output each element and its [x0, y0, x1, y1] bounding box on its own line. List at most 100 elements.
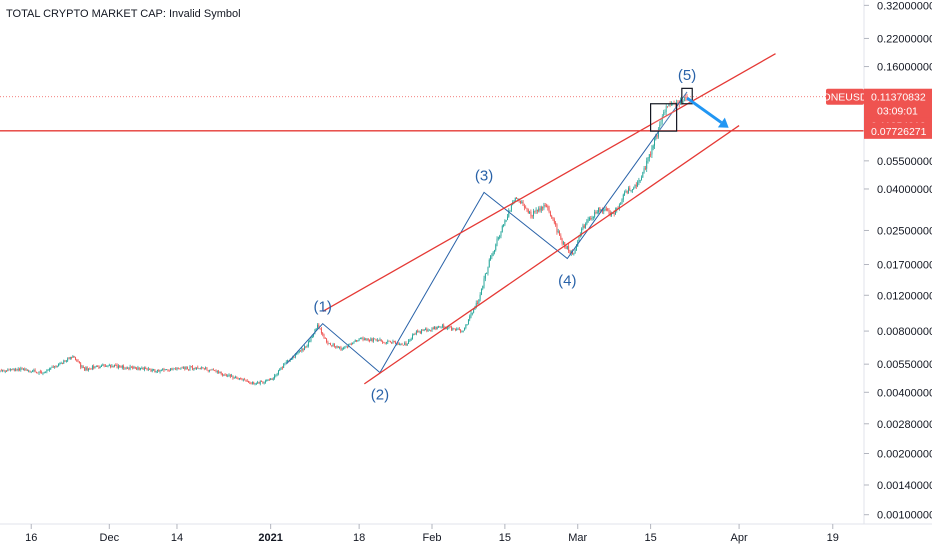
candle-body	[250, 383, 252, 385]
candle-body	[263, 382, 265, 384]
candle-body	[466, 324, 468, 325]
candle-body	[8, 369, 10, 371]
y-tick-label: 0.00400000	[877, 387, 932, 399]
candle-body	[470, 313, 472, 317]
candle-body	[56, 365, 58, 367]
candle-body	[262, 381, 264, 383]
candle-body	[608, 209, 610, 213]
candle-body	[336, 346, 338, 348]
candle-body	[245, 380, 247, 381]
candle-body	[242, 379, 244, 381]
candle-body	[287, 360, 289, 363]
candle-body	[323, 334, 325, 338]
candle-body	[67, 358, 69, 361]
candle-body	[644, 168, 646, 170]
candle-body	[220, 371, 222, 374]
horizontal-line-price-tag[interactable]	[864, 122, 932, 139]
candle-body	[298, 350, 300, 352]
candle-body	[578, 236, 580, 242]
bar-countdown: 03:09:01	[877, 106, 918, 118]
candle-body	[59, 363, 61, 364]
candle-body	[85, 367, 87, 371]
consolidation-box[interactable]	[650, 103, 678, 132]
candle-body	[84, 367, 86, 371]
candle-body	[72, 356, 74, 358]
candle-body	[228, 374, 230, 376]
last-price-tag[interactable]	[864, 88, 932, 119]
candle-body	[90, 368, 92, 370]
candle-body	[415, 330, 417, 335]
candle-body	[452, 328, 454, 330]
candle-body	[19, 368, 20, 370]
candle-body	[305, 346, 307, 348]
candle-body	[357, 340, 359, 342]
candle-body	[445, 328, 447, 329]
candle-body	[552, 217, 554, 220]
candle-body	[359, 338, 361, 340]
candle-body	[520, 200, 521, 203]
highlight-boxes	[650, 87, 693, 132]
candle-body	[163, 368, 165, 371]
channel-upper-line[interactable]	[322, 53, 776, 312]
candle-body	[205, 367, 207, 369]
forecast-arrow-head	[717, 117, 729, 128]
candle-body	[613, 212, 615, 215]
candle-body	[670, 103, 672, 106]
candle-body	[158, 370, 160, 372]
time-axis[interactable]: 16 Dec 14 2021 18 Feb 15 Mar 15 Apr 19	[25, 524, 839, 544]
candle-body	[346, 346, 348, 348]
candle-body	[169, 368, 171, 371]
candle-body	[63, 360, 65, 364]
candle-body	[635, 184, 637, 187]
candle-body	[638, 180, 640, 183]
candle-body	[460, 330, 462, 332]
candle-body	[408, 340, 410, 344]
candle-body	[585, 224, 587, 228]
candle-body	[13, 369, 15, 371]
candle-body	[50, 367, 52, 370]
candle-body	[257, 381, 259, 383]
candle-body	[130, 366, 132, 368]
candle-body	[664, 111, 666, 113]
candle-body	[405, 342, 407, 346]
candle-body	[631, 189, 633, 191]
candle-body	[168, 370, 170, 371]
candle-body	[620, 203, 622, 205]
candle-body	[270, 378, 272, 381]
last-price-value: 0.11370832	[871, 92, 926, 104]
candle-body	[568, 246, 570, 251]
candle-body	[669, 104, 671, 106]
candle-body	[332, 343, 334, 346]
candle-body	[343, 348, 344, 350]
candle-body	[534, 210, 536, 212]
candle-body	[510, 204, 512, 211]
candle-body	[484, 273, 486, 279]
candle-body	[453, 328, 455, 330]
candle-body	[179, 368, 181, 370]
candle-body	[11, 369, 13, 371]
candle-body	[24, 369, 26, 371]
candle-body	[361, 337, 363, 339]
candle-body	[233, 378, 235, 379]
candle-body	[227, 375, 229, 377]
candle-body	[586, 221, 588, 225]
candle-body	[616, 208, 618, 210]
candle-body	[352, 343, 354, 345]
candle-body	[417, 330, 419, 333]
channel-lower-line[interactable]	[363, 125, 740, 385]
candle-body	[249, 382, 251, 384]
candle-body	[203, 368, 205, 370]
candle-body	[21, 368, 23, 370]
candle-body	[413, 333, 415, 336]
candle-body	[202, 367, 204, 369]
x-tick-label: Mar	[568, 532, 587, 544]
candle-body	[246, 380, 248, 382]
candle-body	[76, 360, 78, 361]
candle-body	[430, 329, 432, 331]
candle-body	[16, 369, 18, 371]
wave-5-box[interactable]	[681, 87, 693, 105]
candle-body	[493, 250, 495, 253]
candle-body	[146, 368, 148, 370]
candle-body	[171, 368, 173, 370]
